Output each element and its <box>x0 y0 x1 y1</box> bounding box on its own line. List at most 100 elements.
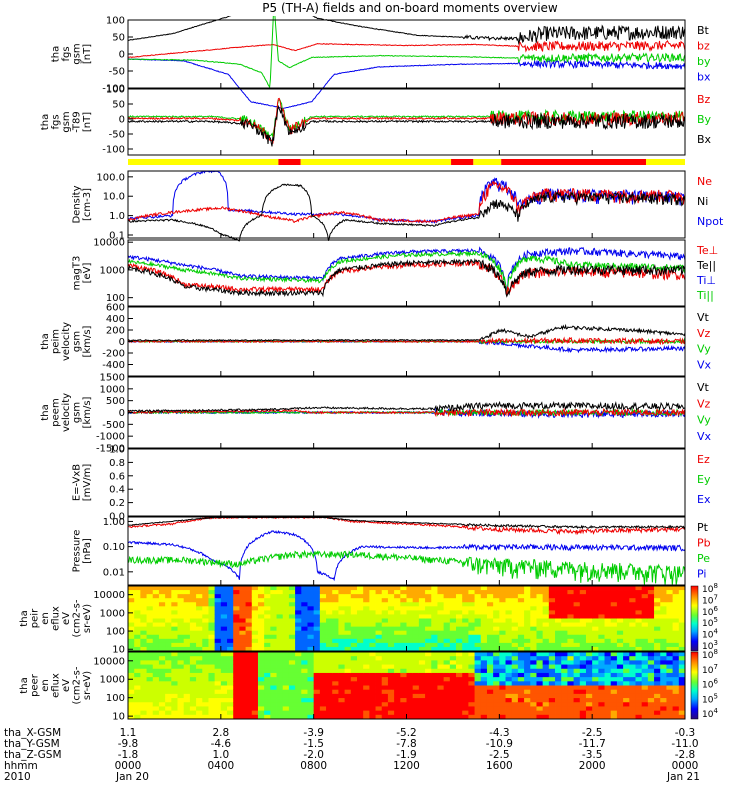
spectrogram-cell <box>227 656 234 661</box>
spectrogram-cell <box>486 630 494 636</box>
y-tick-label: -200 <box>102 349 125 360</box>
spectrogram-cell <box>635 672 643 678</box>
spectrogram-cell <box>660 614 667 619</box>
spectrogram-cell <box>425 626 432 632</box>
spectrogram-cell <box>369 622 376 628</box>
spectrogram-cell <box>158 646 166 652</box>
spectrogram-cell <box>524 618 531 623</box>
spectrogram-cell <box>474 652 482 657</box>
spectrogram-cell <box>177 710 185 716</box>
spectrogram-cell <box>678 618 685 623</box>
spectrogram-cell <box>288 614 296 619</box>
spectrogram-cell <box>443 664 451 670</box>
spectrogram-cell <box>486 602 494 607</box>
spectrogram-cell <box>214 702 222 707</box>
spectrogram-cell <box>332 598 339 603</box>
spectrogram-cell <box>319 710 327 716</box>
spectrogram-cell <box>363 685 370 691</box>
spectrogram-cell <box>326 590 333 595</box>
spectrogram-cell <box>517 677 525 682</box>
spectrogram-cell <box>542 638 550 644</box>
spectrogram-cell <box>387 664 395 670</box>
y-axis-label-temperature: magT3[eV] <box>71 256 93 291</box>
spectrogram-cell <box>183 606 191 611</box>
legend-te⊥: Te⊥ <box>696 244 718 257</box>
spectrogram-cell <box>363 602 370 607</box>
spectrogram-cell <box>344 630 352 636</box>
spectrogram-cell <box>585 656 593 661</box>
legend-bz: Bz <box>697 93 711 106</box>
spectrogram-cell <box>152 610 160 615</box>
spectrogram-cell <box>474 630 482 636</box>
spectrogram-cell <box>536 626 544 632</box>
ephemeris-value: -5.2 <box>396 727 417 739</box>
spectrogram-cell <box>183 610 191 615</box>
spectrogram-cell <box>530 590 537 595</box>
spectrogram-cell <box>270 602 277 607</box>
spectrogram-cell <box>437 622 445 628</box>
spectrogram-cell <box>369 646 376 652</box>
spectrogram-cell <box>233 614 240 619</box>
spectrogram-cell <box>431 664 438 670</box>
spectrogram-cell <box>233 668 240 674</box>
spectrogram-cell <box>375 602 383 607</box>
spectrogram-cell <box>288 586 296 591</box>
spectrogram-cell <box>214 677 222 682</box>
spectrogram-cell <box>505 646 513 652</box>
spectrogram-cell <box>245 610 253 615</box>
spectrogram-cell <box>555 594 562 599</box>
spectrogram-cell <box>635 622 643 628</box>
spectrogram-cell <box>592 618 599 623</box>
spectrogram-cell <box>350 638 358 644</box>
spectrogram-cell <box>288 622 296 628</box>
spectrogram-cell <box>276 646 284 652</box>
spectrogram-cell <box>480 710 488 716</box>
spectrogram-cell <box>295 626 302 632</box>
spectrogram-cell <box>443 652 451 657</box>
spectrogram-cell <box>350 652 358 657</box>
spectrogram-cell <box>313 646 321 652</box>
spectrogram-cell <box>233 660 240 665</box>
spectrogram-cell <box>251 594 259 599</box>
spectrogram-cell <box>350 586 358 591</box>
spectrogram-cell <box>604 586 612 591</box>
spectrogram-cell <box>660 602 667 607</box>
spectrogram-cell <box>641 714 649 720</box>
spectrogram-cell <box>276 618 284 623</box>
spectrogram-cell <box>474 586 482 591</box>
spectrogram-cell <box>610 656 618 661</box>
spectrogram-cell <box>449 634 457 640</box>
spectrogram-cell <box>542 672 550 678</box>
spectrogram-cell <box>654 698 661 703</box>
spectrogram-cell <box>499 693 506 699</box>
spectrogram-cell <box>171 646 178 652</box>
spectrogram-cell <box>598 610 605 615</box>
spectrogram-cell <box>604 710 612 716</box>
spectrogram-cell <box>220 693 228 699</box>
spectrogram-cell <box>158 634 166 640</box>
spectrogram-cell <box>443 714 451 720</box>
spectrogram-cell <box>128 664 135 670</box>
spectrogram-cell <box>561 586 568 591</box>
spectrogram-cell <box>623 710 630 716</box>
ephemeris-value: -2.5 <box>489 749 510 761</box>
spectrogram-cell <box>282 586 290 591</box>
spectrogram-cell <box>604 594 612 599</box>
spectrogram-cell <box>140 618 147 623</box>
spectrogram-cell <box>313 652 321 657</box>
spectrogram-cell <box>189 698 197 703</box>
spectrogram-cell <box>338 677 346 682</box>
spectrogram-cell <box>134 642 141 648</box>
spectrogram-cell <box>400 714 407 720</box>
spectrogram-cell <box>678 602 685 607</box>
spectrogram-cell <box>134 594 141 599</box>
spectrogram-cell <box>245 626 253 632</box>
legend-pb: Pb <box>697 537 711 550</box>
spectrogram-cell <box>585 693 593 699</box>
spectrogram-cell <box>202 660 209 665</box>
spectrogram-cell <box>418 634 426 640</box>
spectrogram-cell <box>282 642 290 648</box>
spectrogram-cell <box>443 586 451 591</box>
spectrogram-cell <box>585 614 593 619</box>
spectrogram-cell <box>406 672 414 678</box>
